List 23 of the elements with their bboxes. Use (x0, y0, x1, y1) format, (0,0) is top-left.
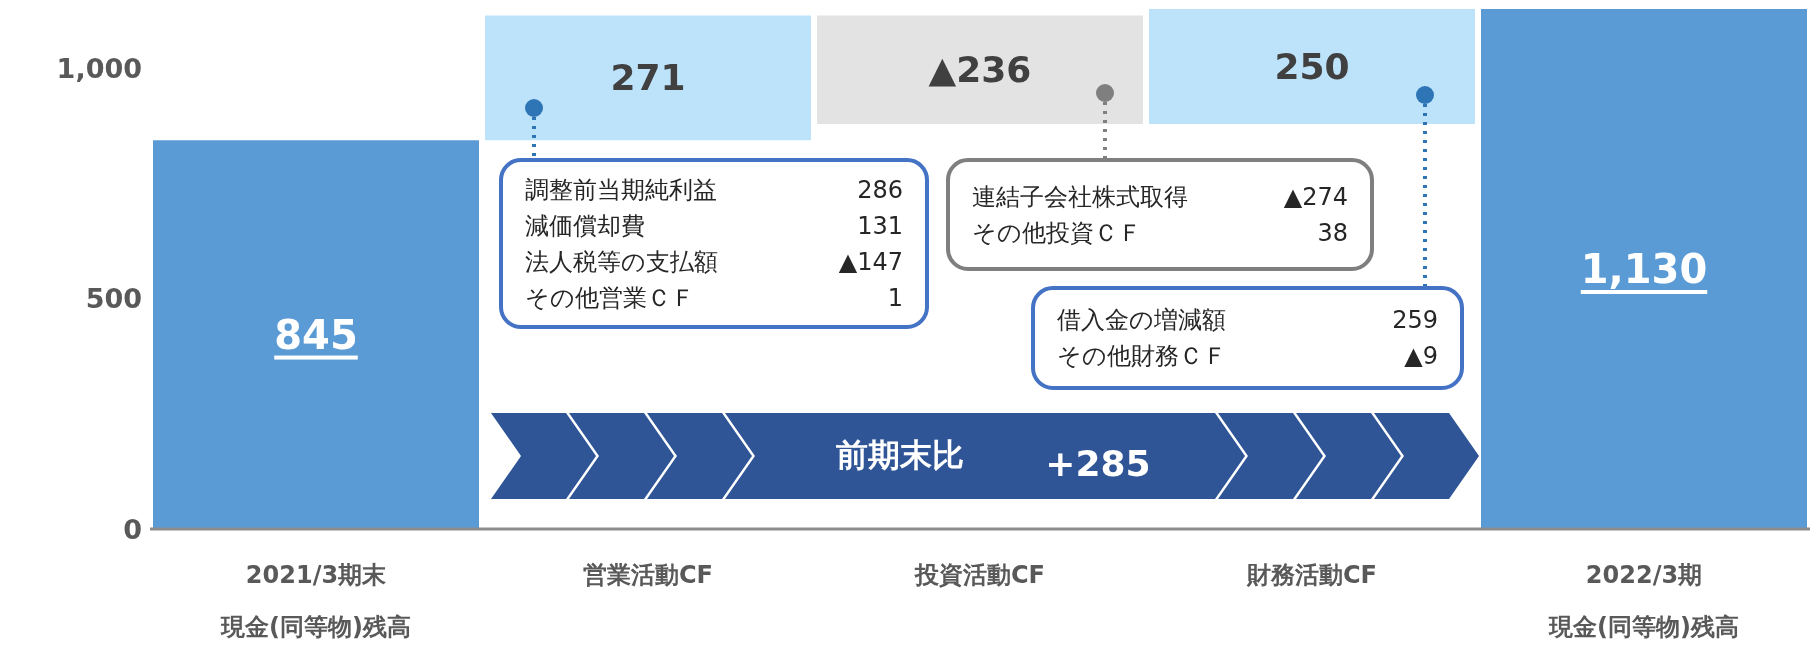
text: 借入金の増減額 259 その他財務ＣＦ ▲9 (1057, 306, 1438, 370)
x-tick-label: 2022/3期現金(同等物)残高 (1548, 561, 1739, 641)
text: 調整前当期純利益 286 減価償却費 131 法人税等の支払額 ▲147 その他営業ＣＦ 1 (525, 175, 903, 312)
bar (153, 140, 479, 529)
annotation: 前期末比 (836, 436, 964, 474)
x-tick-label: 2021/3期末現金(同等物)残高 (220, 561, 411, 641)
annotation: +285 (1045, 443, 1151, 484)
y-tick-label: 500 (85, 283, 142, 315)
x-tick-label: 投資活動CF (913, 561, 1046, 589)
bar (485, 15, 811, 141)
data-label: 271 (610, 57, 686, 99)
bar (1149, 9, 1475, 125)
bar (817, 15, 1143, 125)
text: 連結子会社株式取得 ▲274 その他投資ＣＦ 38 (972, 182, 1348, 247)
data-label: ▲236 (928, 49, 1032, 91)
bar (1481, 9, 1807, 529)
data-label: 1,130 (1580, 246, 1708, 292)
x-tick-label: 営業活動CF (582, 561, 714, 589)
data-label: 845 (274, 311, 358, 358)
data-label: 250 (1274, 46, 1350, 88)
x-tick-label: 財務活動CF (1245, 561, 1378, 589)
y-tick-label: 0 (123, 513, 142, 545)
y-tick-label: 1,000 (56, 53, 142, 85)
